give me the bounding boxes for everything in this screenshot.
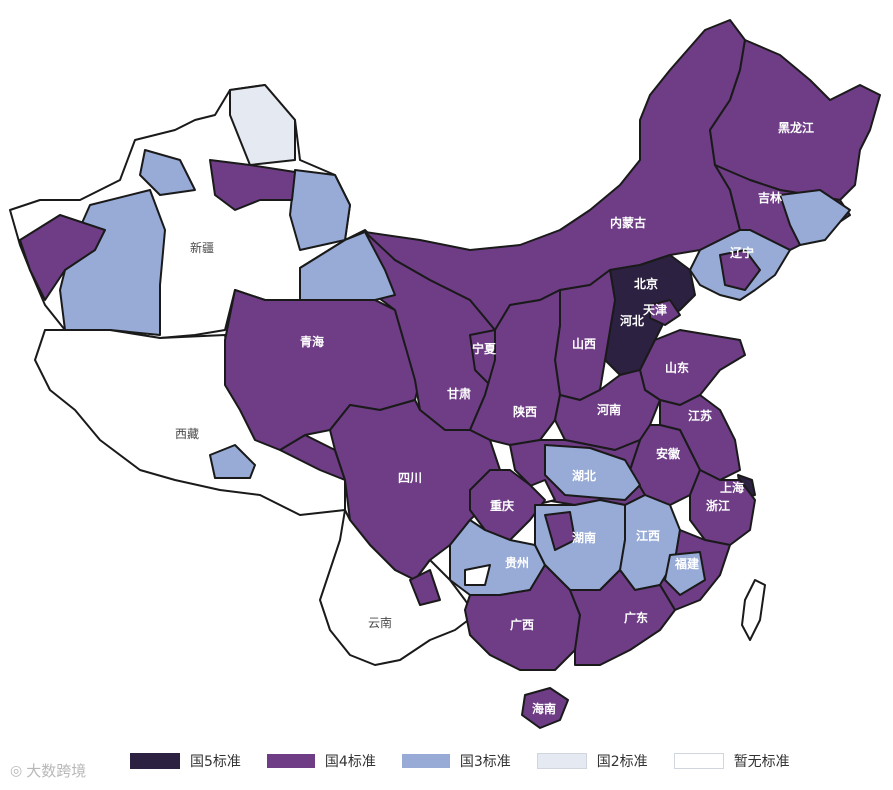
region-guangdong: [569, 569, 676, 666]
label-qinghai: 青海: [300, 334, 324, 349]
legend-item-guo4: 国4标准: [266, 751, 376, 771]
watermark-text: 大数跨境: [26, 762, 87, 780]
label-shanghai: 上海: [720, 480, 744, 495]
label-shandong: 山东: [665, 360, 689, 375]
region-taiwan: [741, 579, 766, 641]
legend-item-guo2: 国2标准: [536, 751, 648, 771]
region-xinjiang-north-guo2: [229, 84, 296, 166]
legend-item-guo5: 国5标准: [130, 751, 241, 771]
label-guangdong: 广东: [624, 610, 648, 625]
legend-swatch-guo4: [266, 754, 315, 768]
label-hainan: 海南: [532, 701, 556, 716]
label-sichuan: 四川: [398, 471, 422, 485]
legend-item-guo3: 国3标准: [401, 751, 511, 771]
label-yunnan: 云南: [368, 615, 392, 630]
region-jilin-guo3: [779, 189, 851, 246]
legend-label: 国2标准: [596, 754, 648, 770]
label-ningxia: 宁夏: [472, 341, 497, 356]
weibo-icon: ◎: [10, 762, 23, 779]
label-xizang: 西藏: [175, 427, 199, 441]
region-hubei-guo3: [544, 444, 641, 501]
label-xinjiang: 新疆: [190, 240, 214, 255]
legend-swatch-guo3: [401, 754, 450, 768]
label-guangxi: 广西: [510, 617, 534, 632]
region-zhejiang: [689, 469, 756, 546]
region-guizhou-none: [464, 564, 491, 586]
region-yunnan-guo4: [409, 569, 441, 606]
label-hebei: 河北: [619, 313, 644, 328]
label-jilin: 吉林: [758, 190, 782, 205]
region-xizang-guo3: [209, 444, 256, 479]
label-fujian: 福建: [674, 556, 700, 571]
region-shanxi: [554, 269, 616, 401]
label-jiangxi: 江西: [636, 528, 660, 543]
label-zhejiang: 浙江: [706, 498, 730, 513]
label-hubei: 湖北: [572, 468, 596, 483]
label-liaoning: 辽宁: [730, 245, 754, 260]
legend-swatch-guo5: [130, 753, 180, 769]
region-gansu-guo3: [299, 231, 396, 301]
region-liaoning-guo4: [719, 249, 761, 291]
watermark: ◎ 大数跨境: [10, 760, 86, 781]
label-hunan: 湖南: [572, 530, 596, 545]
region-yunnan: [319, 509, 476, 666]
region-xinjiang-east-guo3: [289, 169, 351, 251]
legend-label: 暂无标准: [733, 754, 790, 770]
label-chongqing: 重庆: [490, 498, 514, 513]
region-xinjiang-guo4-north: [209, 159, 296, 211]
legend-item-none: 暂无标准: [673, 751, 790, 771]
region-tianjin: [649, 299, 681, 326]
region-fujian-guo3: [664, 551, 706, 596]
label-shanxi: 山西: [572, 336, 596, 351]
legend-swatch-none: [673, 753, 724, 769]
region-hunan-guo4: [544, 511, 576, 551]
region-xinjiang-guo4-west: [19, 214, 106, 301]
label-neimenggu: 内蒙古: [610, 215, 646, 230]
region-shandong: [639, 329, 746, 406]
label-shaanxi: 陕西: [513, 404, 537, 419]
label-henan: 河南: [596, 402, 621, 417]
region-xinjiang-guo3-small: [139, 149, 196, 196]
label-jiangsu: 江苏: [688, 408, 712, 423]
legend-label: 国4标准: [324, 754, 376, 770]
legend-label: 国3标准: [459, 754, 511, 770]
legend-label: 国5标准: [190, 754, 241, 770]
label-heilongjiang: 黑龙江: [778, 120, 814, 135]
label-anhui: 安徽: [656, 446, 681, 461]
label-guizhou: 贵州: [505, 555, 529, 570]
legend-swatch-guo2: [536, 753, 587, 769]
label-gansu: 甘肃: [447, 386, 471, 401]
region-hainan: [521, 687, 569, 729]
label-beijing: 北京: [634, 276, 658, 291]
legend: 国5标准 国4标准 国3标准 国2标准 暂无标准: [130, 748, 816, 774]
label-tianjin: 天津: [643, 302, 667, 317]
